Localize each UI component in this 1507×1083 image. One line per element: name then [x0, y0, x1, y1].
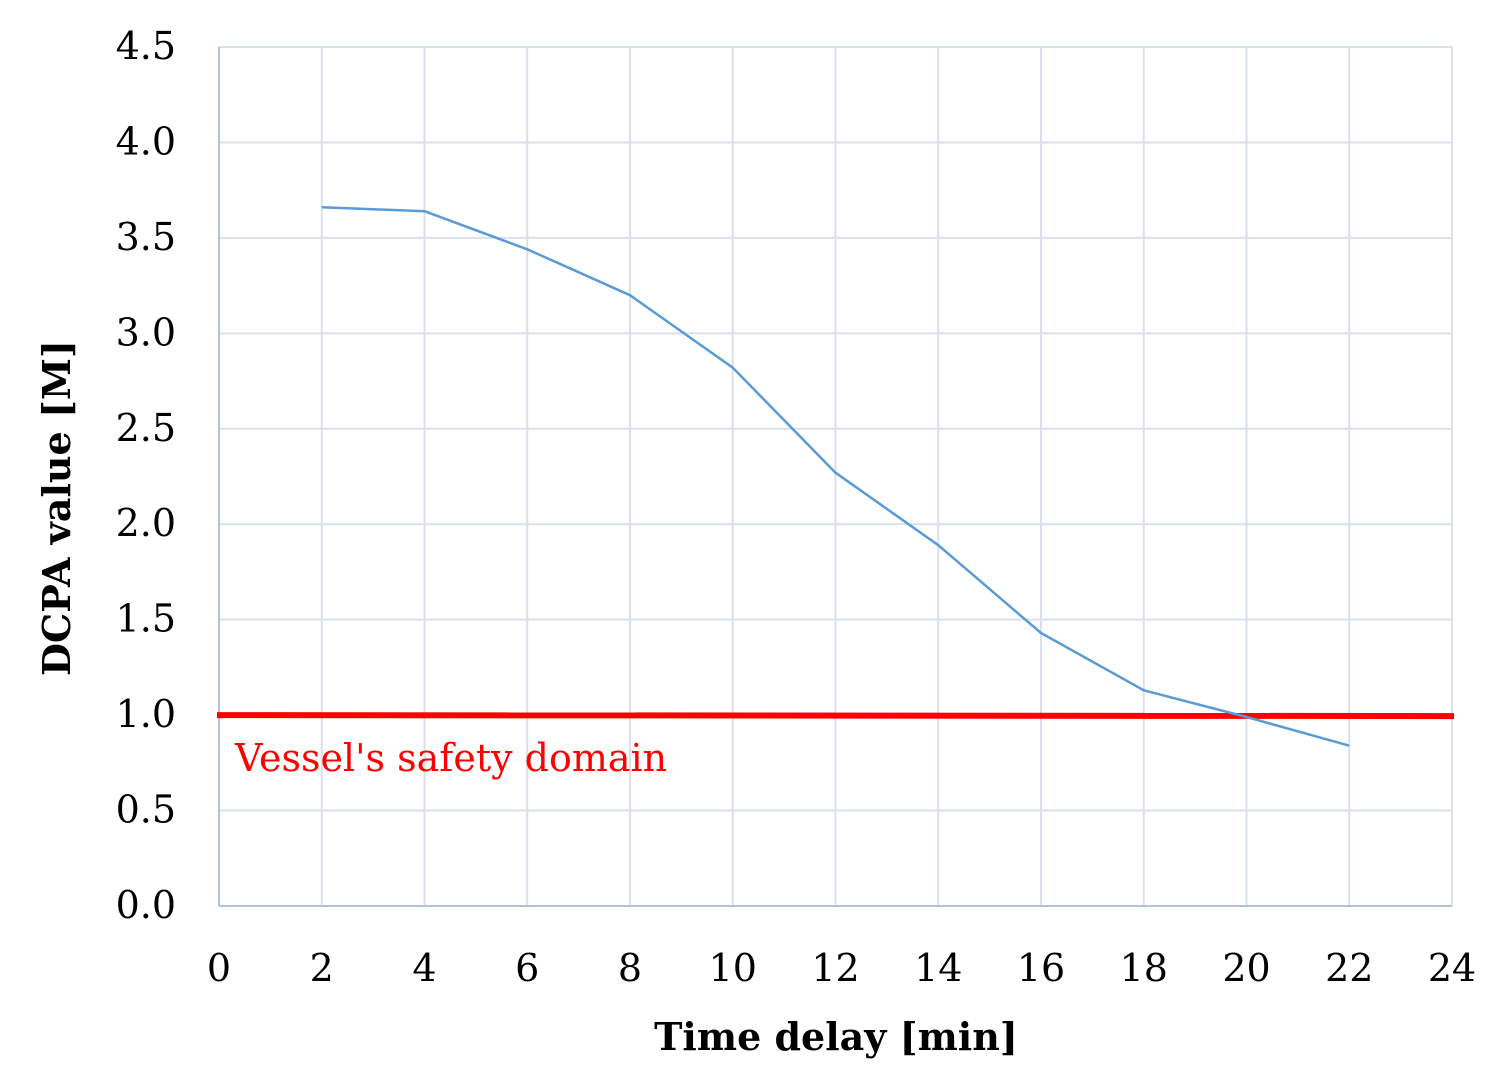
y-tick-label: 0.0 — [116, 883, 176, 927]
safety-domain-threshold — [216, 712, 1455, 720]
x-tick-label: 8 — [618, 946, 642, 990]
x-tick-labels: 0 2 4 6 8 10 12 14 16 18 20 22 24 — [207, 946, 1476, 990]
x-tick-label: 18 — [1120, 946, 1168, 990]
x-tick-label: 4 — [412, 946, 436, 990]
y-tick-labels: 0.0 0.5 1.0 1.5 2.0 2.5 3.0 3.5 4.0 4.5 — [116, 24, 176, 927]
y-tick-label: 4.0 — [116, 119, 176, 163]
axes — [218, 47, 1452, 907]
y-tick-label: 0.5 — [116, 788, 176, 832]
x-tick-label: 10 — [709, 946, 757, 990]
x-tick-label: 20 — [1222, 946, 1270, 990]
x-tick-label: 0 — [207, 946, 231, 990]
x-tick-label: 2 — [310, 946, 334, 990]
y-axis-title: DCPA value [M] — [34, 340, 79, 676]
x-tick-label: 12 — [811, 946, 859, 990]
x-tick-label: 6 — [515, 946, 539, 990]
y-tick-label: 1.5 — [116, 597, 176, 641]
x-tick-label: 24 — [1428, 946, 1476, 990]
x-tick-label: 16 — [1017, 946, 1065, 990]
y-tick-label: 2.0 — [116, 501, 176, 545]
y-tick-label: 4.5 — [116, 24, 176, 68]
x-tick-label: 14 — [914, 946, 962, 990]
x-tick-label: 22 — [1325, 946, 1373, 990]
threshold-line — [216, 712, 1455, 720]
safety-domain-label: Vessel's safety domain — [234, 736, 667, 780]
series-line — [321, 206, 1350, 747]
y-tick-label: 2.5 — [116, 406, 176, 450]
y-tick-label: 3.0 — [116, 310, 176, 354]
y-tick-label: 1.0 — [116, 692, 176, 736]
x-axis-title: Time delay [min] — [654, 1014, 1018, 1059]
y-tick-label: 3.5 — [116, 215, 176, 259]
series-lines — [321, 206, 1350, 747]
